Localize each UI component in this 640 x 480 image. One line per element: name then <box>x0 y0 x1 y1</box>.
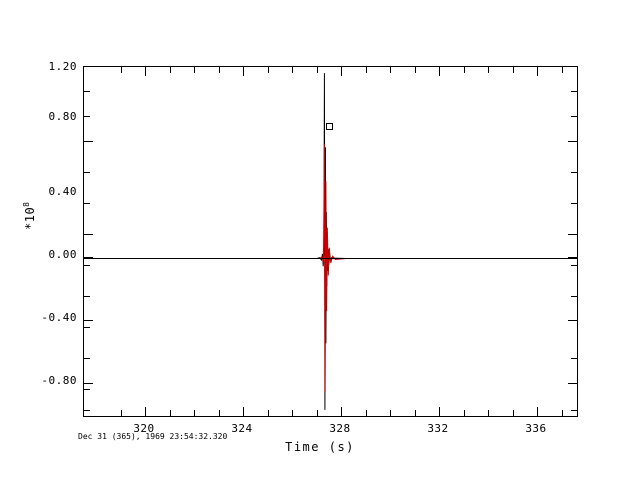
y-axis-right-tick-major <box>568 383 577 384</box>
y-axis-exponent-label: *108 <box>22 201 37 230</box>
y-axis-right-tick-minor <box>571 116 577 117</box>
x-axis-tick-major <box>145 407 146 416</box>
y-axis-right-tick-minor <box>571 203 577 204</box>
x-axis-top-tick-minor <box>366 67 367 73</box>
y-axis-right-tick-major <box>568 66 577 67</box>
x-axis-top-tick-major <box>243 67 244 76</box>
x-axis-top-tick-minor <box>170 67 171 73</box>
y-axis-tick-major <box>84 383 93 384</box>
x-axis-top-tick-major <box>537 67 538 76</box>
y-axis-right-tick-major <box>568 257 577 258</box>
x-axis-tick-minor <box>415 410 416 416</box>
x-tick-label: 332 <box>427 422 449 435</box>
x-axis-top-tick-minor <box>219 67 220 73</box>
start-time-label: Dec 31 (365), 1969 23:54:32.320 <box>78 432 228 441</box>
x-axis-tick-minor <box>562 410 563 416</box>
waveform-traces <box>84 67 577 416</box>
y-axis-right-tick-minor <box>571 358 577 359</box>
x-axis-tick-minor <box>513 410 514 416</box>
x-tick-label: 320 <box>133 422 155 435</box>
y-axis-exponent-power: 8 <box>22 201 31 207</box>
x-axis-top-tick-minor <box>488 67 489 73</box>
x-axis-top-tick-major <box>145 67 146 76</box>
y-tick-label: 1.20 <box>48 60 77 73</box>
y-axis-tick-minor <box>84 91 90 92</box>
x-axis-top-tick-minor <box>562 67 563 73</box>
y-axis-tick-minor <box>84 265 90 266</box>
x-axis-top-tick-minor <box>121 67 122 73</box>
x-axis-tick-major <box>341 407 342 416</box>
data-point-marker <box>326 122 334 130</box>
y-axis-right-tick-minor <box>571 265 577 266</box>
x-axis-title: Time (s) <box>285 440 355 454</box>
x-axis-top-tick-major <box>341 67 342 76</box>
x-tick-label: 324 <box>231 422 253 435</box>
y-axis-right-tick-minor <box>571 91 577 92</box>
y-tick-label: 0.80 <box>48 110 77 123</box>
x-axis-tick-minor <box>390 410 391 416</box>
trace-trace-red <box>84 144 577 391</box>
x-tick-label: 336 <box>525 422 547 435</box>
y-axis-tick-minor <box>84 389 90 390</box>
x-axis-top-tick-major <box>439 67 440 76</box>
plot-frame <box>83 66 578 417</box>
y-axis-tick-major <box>84 141 93 142</box>
y-axis-right-tick-minor <box>571 410 577 411</box>
x-axis-top-tick-minor <box>317 67 318 73</box>
x-axis-tick-minor <box>194 410 195 416</box>
x-axis-top-tick-minor <box>390 67 391 73</box>
y-tick-label: 0.40 <box>48 185 77 198</box>
x-tick-label: 328 <box>329 422 351 435</box>
x-axis-tick-minor <box>121 410 122 416</box>
x-axis-top-tick-minor <box>194 67 195 73</box>
y-axis-tick-major <box>84 320 93 321</box>
y-axis-tick-major <box>84 257 93 258</box>
x-axis-tick-major <box>243 407 244 416</box>
x-axis-top-tick-minor <box>292 67 293 73</box>
y-axis-right-tick-minor <box>571 296 577 297</box>
x-axis-tick-minor <box>366 410 367 416</box>
x-axis-top-tick-minor <box>513 67 514 73</box>
x-axis-tick-minor <box>219 410 220 416</box>
y-axis-right-tick-major <box>568 320 577 321</box>
y-tick-label: -0.40 <box>41 311 77 324</box>
x-axis-tick-minor <box>170 410 171 416</box>
x-axis-tick-minor <box>488 410 489 416</box>
y-axis-tick-minor <box>84 172 90 173</box>
y-axis-tick-major <box>84 234 93 235</box>
x-axis-tick-minor <box>317 410 318 416</box>
x-axis-top-tick-minor <box>415 67 416 73</box>
y-axis-exponent-base: *10 <box>23 206 37 230</box>
y-axis-right-tick-major <box>568 234 577 235</box>
y-axis-tick-minor <box>84 116 90 117</box>
x-axis-tick-major <box>537 407 538 416</box>
x-axis-tick-minor <box>292 410 293 416</box>
y-axis-right-tick-major <box>568 141 577 142</box>
x-axis-top-tick-minor <box>268 67 269 73</box>
y-axis-tick-major <box>84 66 93 67</box>
y-axis-tick-minor <box>84 296 90 297</box>
x-axis-tick-major <box>439 407 440 416</box>
y-axis-tick-minor <box>84 327 90 328</box>
x-axis-tick-minor <box>464 410 465 416</box>
y-axis-right-tick-minor <box>571 172 577 173</box>
y-tick-label: -0.80 <box>41 374 77 387</box>
x-axis-top-tick-minor <box>464 67 465 73</box>
y-axis-tick-minor <box>84 358 90 359</box>
y-axis-tick-minor <box>84 410 90 411</box>
y-tick-label: 0.00 <box>48 248 77 261</box>
y-axis-tick-minor <box>84 203 90 204</box>
x-axis-tick-minor <box>268 410 269 416</box>
